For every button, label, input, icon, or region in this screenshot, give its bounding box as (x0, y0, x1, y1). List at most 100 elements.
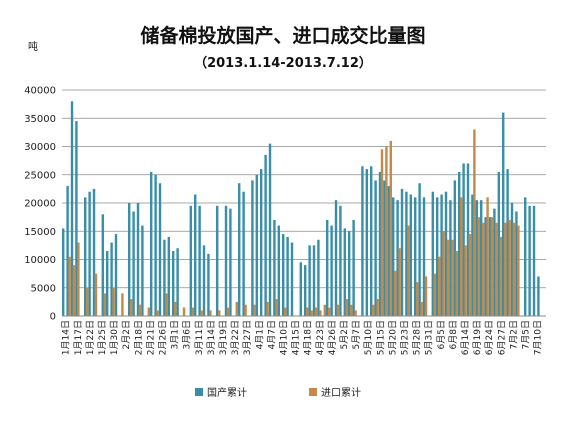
bar-import (437, 256, 441, 316)
bar-domestic (365, 169, 369, 316)
x-tick-label: 6月5日 (436, 320, 447, 349)
x-tick-label: 1月25日 (97, 320, 108, 355)
x-tick-label: 5月23日 (400, 320, 411, 355)
bar-domestic (475, 200, 479, 316)
bar-import (512, 222, 516, 316)
bar-import (156, 310, 159, 316)
legend-swatch-import (309, 388, 317, 396)
x-tick-label: 3月14日 (206, 320, 217, 355)
bar-import (433, 273, 436, 317)
x-tick-label: 7月5日 (521, 320, 532, 349)
bar-domestic (326, 219, 329, 316)
bar-import (323, 304, 326, 316)
bar-import (398, 248, 401, 316)
bar-import (266, 301, 269, 317)
legend: 国产累计 进口累计 (195, 386, 361, 399)
bar-import (495, 222, 498, 316)
x-tick-label: 4月1日 (254, 320, 265, 349)
bar-import (253, 304, 256, 316)
bar-import (182, 307, 186, 316)
bar-domestic (383, 180, 386, 316)
bar-domestic (216, 205, 219, 316)
bar-import (217, 310, 221, 316)
bar-domestic (528, 205, 531, 316)
x-tick-label: 5月28日 (412, 320, 423, 355)
bar-domestic (484, 217, 487, 317)
bar-domestic (444, 191, 448, 316)
bar-domestic (277, 225, 281, 316)
y-tick-label: 30000 (24, 142, 56, 153)
x-tick-label: 7月2日 (508, 320, 519, 349)
y-tick-label: 20000 (24, 199, 56, 210)
bar-domestic (497, 171, 501, 316)
bar-import (129, 299, 133, 316)
bar-import (138, 304, 142, 316)
bar-domestic (198, 205, 201, 316)
bar-domestic (471, 194, 474, 316)
x-tick-label: 4月10日 (279, 320, 290, 355)
bar-import (385, 146, 388, 316)
x-tick-label: 5月20日 (387, 320, 398, 355)
bar-import (503, 222, 507, 316)
bar-import (446, 239, 450, 316)
series-import-bars (68, 129, 520, 317)
x-tick-label: 4月23日 (315, 320, 326, 355)
bar-domestic (312, 245, 316, 317)
bar-import (468, 234, 472, 316)
bar-import (354, 310, 357, 316)
bar-domestic (409, 194, 413, 316)
bar-import (442, 231, 445, 316)
x-tick-label: 4月15日 (291, 320, 302, 355)
bar-domestic (84, 197, 87, 316)
bar-import (283, 307, 287, 316)
x-tick-label: 5月15日 (375, 320, 386, 355)
bar-domestic (92, 188, 96, 317)
bar-domestic (453, 180, 457, 316)
bar-import (376, 299, 379, 316)
bar-import (389, 140, 392, 316)
bar-domestic (264, 154, 267, 316)
bar-domestic (466, 163, 470, 316)
bar-domestic (334, 200, 338, 316)
x-tick-label: 1月14日 (61, 320, 72, 355)
bar-import (319, 310, 322, 316)
bar-import (314, 307, 318, 316)
x-tick-label: 3月1日 (170, 320, 181, 349)
bar-domestic (422, 197, 426, 316)
bar-import (68, 256, 71, 316)
bar-domestic (141, 225, 144, 316)
bar-import (508, 219, 511, 316)
bar-domestic (532, 205, 536, 316)
bar-domestic (343, 228, 347, 316)
bar-domestic (449, 200, 452, 316)
x-tick-label: 5月7日 (351, 320, 362, 349)
bar-import (85, 287, 89, 316)
bar-domestic (414, 197, 417, 316)
bar-domestic (224, 205, 228, 316)
x-tick-label: 6月24日 (484, 320, 495, 355)
bar-domestic (502, 112, 505, 316)
bar-domestic (207, 253, 210, 316)
bar-import (371, 304, 375, 316)
x-tick-label: 3月22日 (230, 320, 241, 355)
bar-domestic (396, 200, 399, 316)
x-tick-label: 2月18日 (133, 320, 144, 355)
y-axis-unit-label: 吨 (28, 40, 38, 53)
x-tick-label: 5月31日 (424, 320, 435, 355)
bar-domestic (290, 242, 294, 316)
x-tick-label: 1月30日 (109, 320, 120, 355)
bar-domestic (136, 203, 140, 316)
bar-import (499, 236, 502, 316)
bar-domestic (163, 239, 166, 316)
bar-import (459, 197, 463, 316)
legend-swatch-domestic (195, 388, 203, 396)
bar-domestic (260, 169, 263, 316)
bar-domestic (106, 251, 109, 316)
x-tick-label: 6月19日 (472, 320, 483, 355)
bar-domestic (268, 143, 272, 316)
bar-domestic (70, 101, 74, 316)
bar-domestic (273, 219, 276, 316)
y-tick-label: 0 (50, 312, 56, 323)
bar-import (517, 225, 520, 316)
bar-domestic (299, 262, 303, 316)
